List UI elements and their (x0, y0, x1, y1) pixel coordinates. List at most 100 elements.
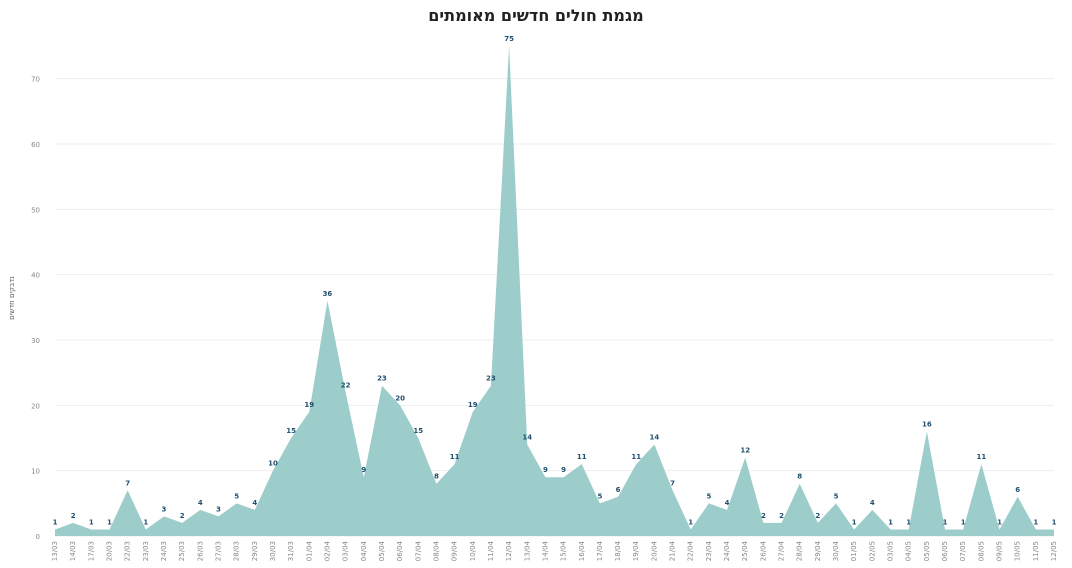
x-tick-label: 07/04 (414, 540, 422, 561)
x-tick-label: 20/04 (650, 540, 658, 561)
x-tick-label: 21/04 (669, 540, 677, 561)
data-label: 9 (543, 466, 548, 474)
data-label: 12 (740, 447, 750, 455)
x-tick-label: 02/05 (868, 541, 876, 561)
x-tick-label: 14/04 (541, 540, 549, 561)
x-tick-label: 16/04 (578, 540, 586, 561)
data-label: 1 (943, 518, 948, 526)
data-label: 1 (906, 518, 911, 526)
data-label: 7 (670, 479, 675, 487)
y-tick-label: 30 (31, 337, 40, 345)
x-tick-label: 04/04 (360, 540, 368, 561)
x-tick-label: 25/04 (741, 540, 749, 561)
y-tick-label: 40 (31, 272, 40, 280)
data-label: 2 (180, 512, 185, 520)
data-label: 1 (143, 518, 148, 526)
x-tick-label: 13/04 (523, 540, 531, 561)
y-tick-label: 70 (31, 76, 40, 84)
x-tick-label: 30/03 (269, 541, 277, 561)
x-tick-label: 08/04 (432, 540, 440, 561)
data-label: 11 (577, 453, 587, 461)
x-tick-label: 12/04 (505, 540, 513, 561)
data-label: 1 (888, 518, 893, 526)
x-tick-label: 22/03 (124, 541, 132, 561)
x-tick-label: 13/03 (51, 541, 59, 561)
y-axis-title: נדבקים חדשים (8, 276, 16, 320)
data-label: 2 (815, 512, 820, 520)
data-label: 4 (252, 499, 257, 507)
data-label: 4 (870, 499, 875, 507)
x-tick-label: 14/03 (69, 541, 77, 561)
data-label: 23 (377, 375, 387, 383)
data-label: 15 (413, 427, 423, 435)
data-label: 36 (323, 290, 333, 298)
data-label: 5 (597, 492, 602, 500)
data-label: 1 (1033, 518, 1038, 526)
y-tick-label: 50 (31, 206, 40, 214)
data-label: 2 (779, 512, 784, 520)
data-label: 20 (395, 394, 405, 402)
x-tick-label: 01/04 (305, 540, 313, 561)
data-label: 2 (71, 512, 76, 520)
x-tick-label: 09/04 (451, 540, 459, 561)
data-label: 1 (89, 518, 94, 526)
x-tick-label: 29/04 (814, 540, 822, 561)
x-tick-label: 24/04 (723, 540, 731, 561)
series-area (55, 46, 1054, 536)
data-label: 7 (125, 479, 130, 487)
x-tick-label: 28/03 (233, 541, 241, 561)
data-label: 6 (616, 486, 621, 494)
data-label: 1 (1052, 518, 1057, 526)
x-tick-label: 11/05 (1032, 541, 1040, 561)
x-tick-label: 03/05 (887, 541, 895, 561)
y-tick-label: 60 (31, 141, 40, 149)
data-label: 2 (761, 512, 766, 520)
data-label: 8 (434, 473, 439, 481)
data-label: 6 (1015, 486, 1020, 494)
x-tick-label: 03/04 (342, 540, 350, 561)
data-label: 16 (922, 420, 932, 428)
x-tick-label: 17/04 (596, 540, 604, 561)
x-tick-label: 18/04 (614, 540, 622, 561)
data-label: 1 (997, 518, 1002, 526)
data-label: 10 (268, 460, 278, 468)
data-label: 15 (286, 427, 296, 435)
data-label: 75 (504, 35, 514, 43)
x-tick-label: 05/05 (923, 541, 931, 561)
data-label: 23 (486, 375, 496, 383)
x-tick-label: 09/05 (996, 541, 1004, 561)
data-label: 11 (450, 453, 460, 461)
data-label: 22 (341, 381, 351, 389)
x-tick-label: 17/03 (87, 541, 95, 561)
data-label: 19 (304, 401, 314, 409)
data-label: 11 (631, 453, 641, 461)
x-tick-label: 22/04 (687, 540, 695, 561)
x-tick-label: 27/03 (214, 541, 222, 561)
x-tick-label: 10/05 (1014, 541, 1022, 561)
x-tick-label: 11/04 (487, 540, 495, 561)
data-label: 3 (216, 505, 221, 513)
data-label: 11 (976, 453, 986, 461)
data-label: 1 (688, 518, 693, 526)
x-tick-label: 23/03 (142, 541, 150, 561)
x-tick-label: 24/03 (160, 541, 168, 561)
y-tick-label: 20 (31, 402, 40, 410)
data-label: 1 (961, 518, 966, 526)
x-tick-label: 23/04 (705, 540, 713, 561)
data-label: 8 (797, 473, 802, 481)
data-label: 19 (468, 401, 478, 409)
data-label: 1 (107, 518, 112, 526)
x-tick-label: 05/04 (378, 540, 386, 561)
x-tick-label: 25/03 (178, 541, 186, 561)
x-tick-label: 27/04 (778, 540, 786, 561)
x-tick-label: 26/04 (759, 540, 767, 561)
x-tick-label: 01/05 (850, 541, 858, 561)
x-tick-label: 12/05 (1050, 541, 1058, 561)
chart-title: מגמת חולים חדשים מאומתים (428, 6, 644, 25)
data-label: 14 (650, 434, 660, 442)
data-label: 9 (361, 466, 366, 474)
y-tick-label: 10 (31, 468, 40, 476)
data-label: 5 (834, 492, 839, 500)
data-label: 4 (198, 499, 203, 507)
x-tick-label: 30/04 (832, 540, 840, 561)
